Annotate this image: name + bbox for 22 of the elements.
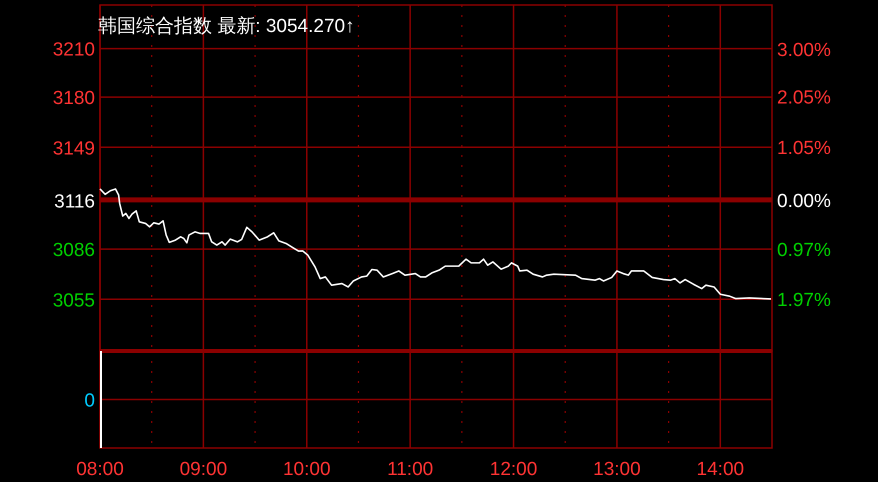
x-tick-label: 11:00: [387, 459, 434, 480]
x-tick-label: 10:00: [282, 459, 331, 480]
x-tick-label: 13:00: [593, 459, 641, 480]
y2-tick-label: 0.00%: [777, 190, 831, 212]
y2-tick-label: 1.97%: [777, 290, 831, 312]
y-tick-label: 3180: [52, 88, 95, 110]
y2-tick-label: 3.00%: [777, 40, 831, 61]
y-tick-label: 3149: [52, 138, 95, 160]
y-tick-label: 3116: [54, 192, 95, 213]
y-tick-label: 3055: [52, 290, 95, 312]
line-series: [99, 188, 772, 300]
text: 韩国综合指数 最新: 3054.270↑: [98, 15, 355, 37]
x-tick-label: 09:00: [180, 459, 228, 480]
y2-tick-label: 2.05%: [777, 88, 831, 109]
x-tick-label: 12:00: [490, 459, 538, 480]
y-tick-label: 3086: [52, 240, 95, 262]
y2-tick-label: 1.05%: [777, 138, 831, 160]
x-tick-label: 08:00: [76, 459, 124, 480]
x-tick-label: 14:00: [696, 459, 744, 480]
y-tick-label: 3210: [52, 40, 95, 61]
y2-tick-label: 0.97%: [777, 240, 831, 261]
text: 0: [84, 390, 95, 412]
